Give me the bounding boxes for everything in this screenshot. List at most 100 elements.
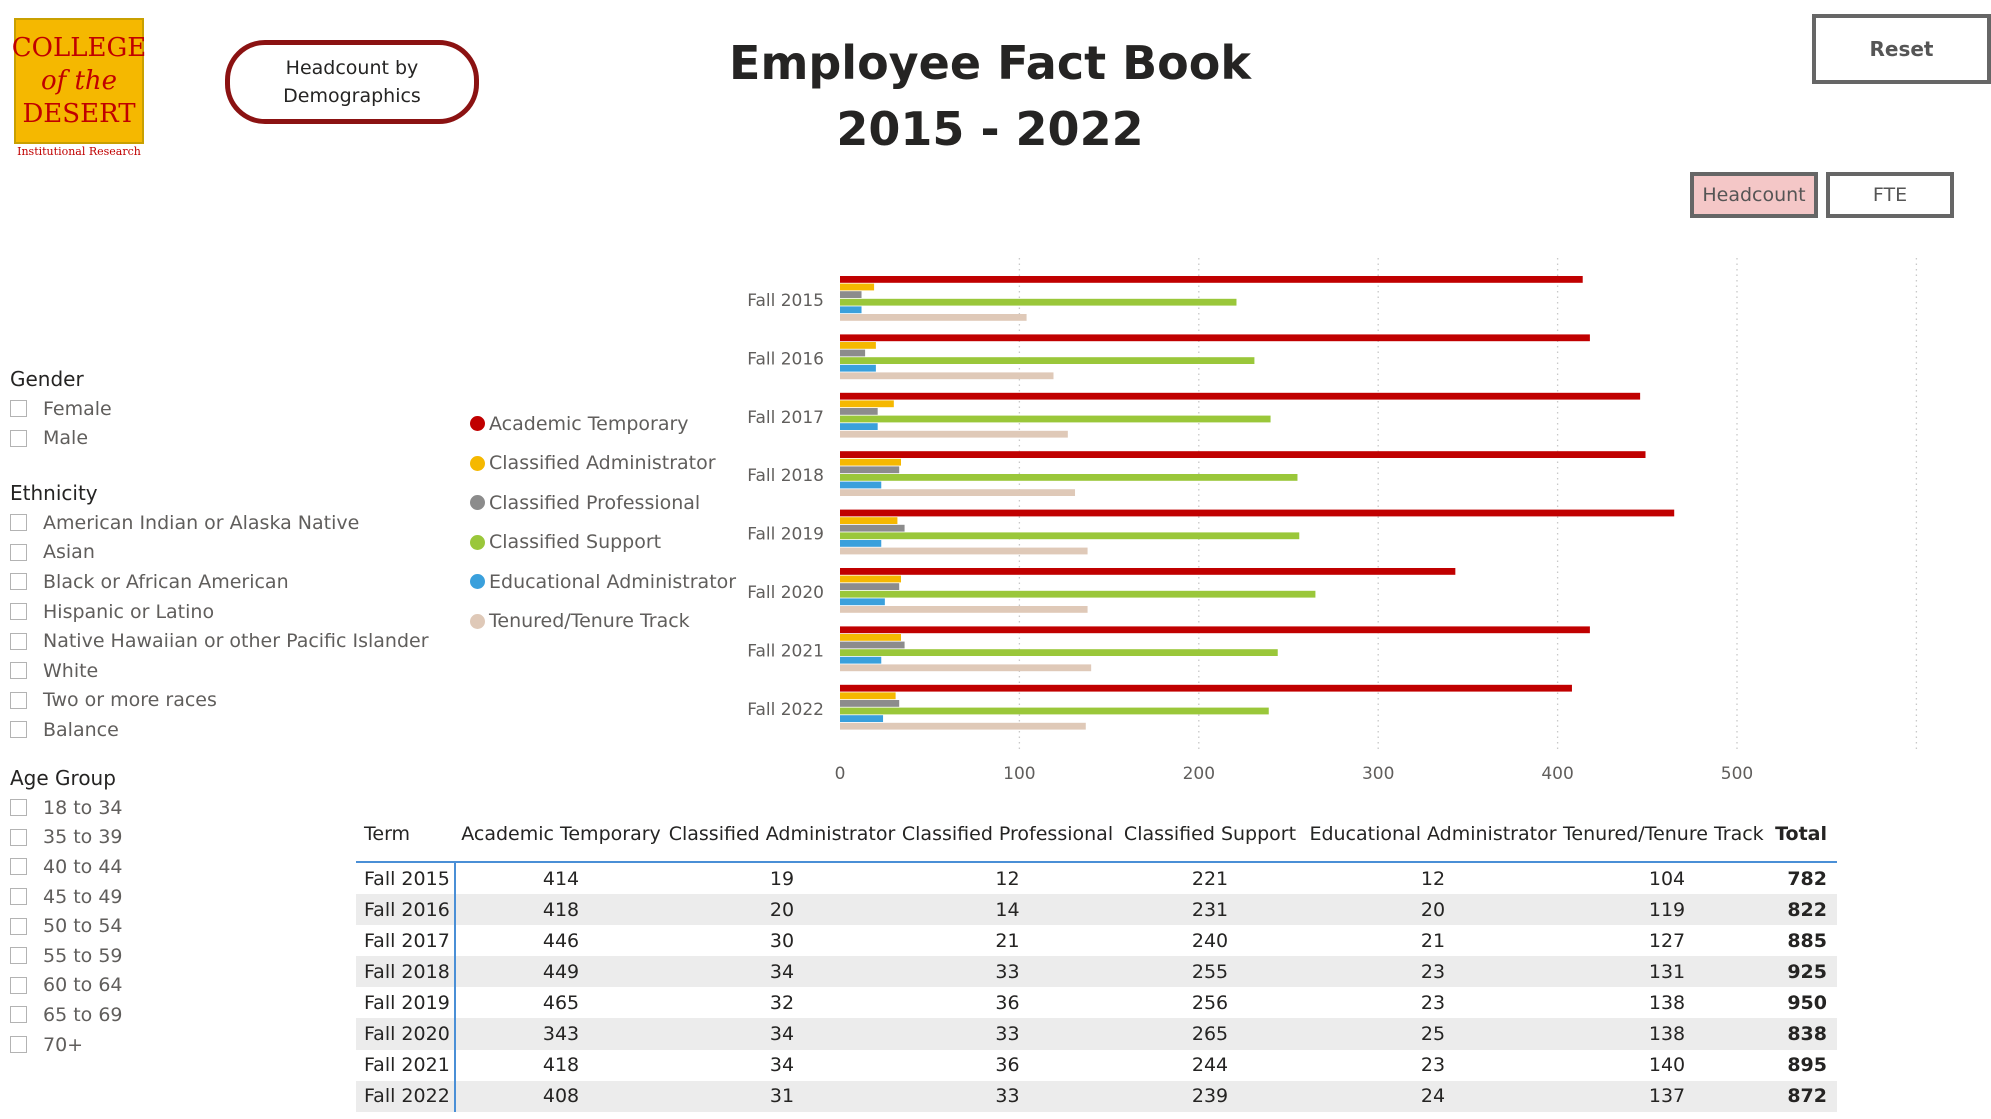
checkbox[interactable] [10,400,27,418]
bar[interactable] [840,423,878,430]
bar[interactable] [840,364,876,372]
bar[interactable] [840,517,898,524]
legend-item[interactable]: Educational Administrator [470,562,736,602]
bar[interactable] [840,568,1456,575]
bar[interactable] [840,524,905,532]
bar[interactable] [840,474,1298,481]
bar[interactable] [840,466,900,474]
gender-option-male[interactable]: Male [10,424,112,454]
legend-item[interactable]: Classified Administrator [470,444,736,484]
checkbox[interactable] [10,632,27,650]
bar[interactable] [840,357,1255,364]
bar[interactable] [840,664,1092,672]
legend-item[interactable]: Academic Temporary [470,404,736,444]
bar[interactable] [840,415,1271,423]
checkbox[interactable] [10,662,27,680]
bar[interactable] [840,489,1076,496]
checkbox[interactable] [10,573,27,591]
checkbox[interactable] [10,603,27,621]
checkbox[interactable] [10,514,27,532]
bar[interactable] [840,634,901,641]
bar[interactable] [840,400,894,408]
legend-item[interactable]: Classified Professional [470,483,736,523]
bar[interactable] [840,540,882,547]
column-header-classified-support[interactable]: Classified Support [1123,822,1297,845]
ethnicity-option[interactable]: Black or African American [10,567,429,597]
checkbox[interactable] [10,888,27,906]
column-header-tenured-tenure-track[interactable]: Tenured/Tenure Track [1563,822,1764,845]
bar[interactable] [840,641,905,649]
bar[interactable] [840,598,885,606]
ethnicity-option[interactable]: White [10,656,429,686]
reset-button[interactable]: Reset [1812,14,1991,84]
bar[interactable] [840,583,900,590]
bar[interactable] [840,458,901,466]
column-header-classified-administrator[interactable]: Classified Administrator [668,822,896,845]
age-group-option[interactable]: 65 to 69 [10,1000,123,1030]
bar[interactable] [840,430,1068,438]
bar[interactable] [840,334,1590,342]
checkbox[interactable] [10,858,27,876]
age-group-option[interactable]: 18 to 34 [10,793,123,823]
bar[interactable] [840,722,1086,730]
headcount-toggle-button[interactable]: Headcount [1690,172,1818,218]
bar[interactable] [840,684,1572,692]
bar[interactable] [840,575,901,583]
checkbox[interactable] [10,828,27,846]
age-group-option[interactable]: 70+ [10,1030,123,1060]
bar[interactable] [840,276,1583,283]
checkbox[interactable] [10,976,27,994]
bar[interactable] [840,298,1237,306]
bar[interactable] [840,532,1300,540]
bar[interactable] [840,649,1278,656]
age-group-option[interactable]: 55 to 59 [10,941,123,971]
bar[interactable] [840,606,1088,613]
ethnicity-option[interactable]: Native Hawaiian or other Pacific Islande… [10,626,429,656]
bar[interactable] [840,451,1646,458]
bar[interactable] [840,700,900,707]
bar[interactable] [840,692,896,700]
checkbox[interactable] [10,947,27,965]
checkbox[interactable] [10,917,27,935]
column-header-academic-temporary[interactable]: Academic Temporary [461,822,661,845]
bar[interactable] [840,392,1641,400]
bar[interactable] [840,590,1316,598]
bar[interactable] [840,656,882,664]
checkbox[interactable] [10,1006,27,1024]
ethnicity-option[interactable]: American Indian or Alaska Native [10,508,429,538]
bar[interactable] [840,481,882,489]
legend-item[interactable]: Classified Support [470,523,736,563]
bar[interactable] [840,547,1088,555]
ethnicity-option[interactable]: Two or more races [10,686,429,716]
bar[interactable] [840,283,875,291]
checkbox[interactable] [10,721,27,739]
bar[interactable] [840,342,876,349]
bar[interactable] [840,626,1590,634]
checkbox[interactable] [10,543,27,561]
checkbox[interactable] [10,799,27,817]
bar[interactable] [840,715,884,722]
fte-toggle-button[interactable]: FTE [1826,172,1954,218]
column-header-educational-administrator[interactable]: Educational Administrator [1309,822,1557,845]
headcount-by-demographics-button[interactable]: Headcount by Demographics [225,40,479,124]
bar[interactable] [840,509,1675,517]
bar[interactable] [840,314,1027,321]
gender-option-female[interactable]: Female [10,394,112,424]
bar[interactable] [840,349,866,357]
ethnicity-option[interactable]: Hispanic or Latino [10,597,429,627]
column-header-term[interactable]: Term [364,822,411,845]
checkbox[interactable] [10,1036,27,1054]
age-group-option[interactable]: 60 to 64 [10,971,123,1001]
column-header-total[interactable]: Total [1775,822,1827,845]
age-group-option[interactable]: 40 to 44 [10,852,123,882]
ethnicity-option[interactable]: Balance [10,715,429,745]
bar[interactable] [840,306,862,314]
checkbox[interactable] [10,429,27,447]
age-group-option[interactable]: 35 to 39 [10,823,123,853]
legend-item[interactable]: Tenured/Tenure Track [470,602,736,642]
column-header-classified-professional[interactable]: Classified Professional [901,822,1114,845]
bar[interactable] [840,707,1269,715]
age-group-option[interactable]: 50 to 54 [10,911,123,941]
bar[interactable] [840,408,878,415]
bar[interactable] [840,291,862,298]
